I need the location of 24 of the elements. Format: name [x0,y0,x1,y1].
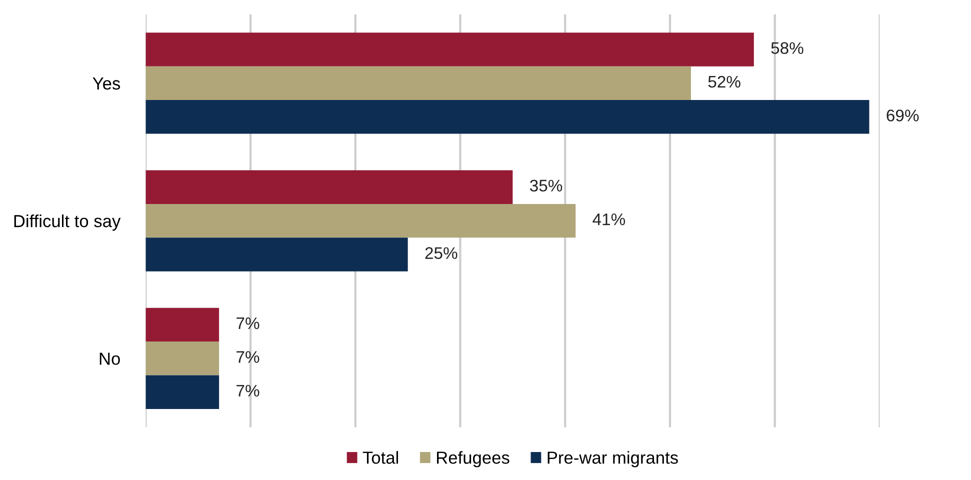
bar [146,375,220,409]
bar [146,170,513,204]
y-tick-label: Difficult to say [14,214,121,231]
data-label: 52% [708,76,740,88]
data-label: 25% [425,247,458,259]
bar [146,32,754,66]
legend-label: Pre-war migrants [548,451,678,468]
data-label: 7% [236,351,260,363]
y-tick-label: Yes [92,78,120,90]
data-label: 7% [236,384,260,397]
bar [146,238,408,272]
data-label: 69% [886,110,919,122]
data-label: 58% [771,42,804,54]
bar [146,204,576,238]
bar [146,100,870,134]
bar [146,342,220,376]
legend-label: Refugees [437,451,510,468]
data-label: 35% [530,180,562,192]
data-label: 7% [236,317,260,330]
bar [146,308,220,342]
legend-label: Total [362,451,398,464]
data-label: 41% [592,214,626,226]
bar [146,66,691,100]
y-tick-label: No [100,352,120,365]
